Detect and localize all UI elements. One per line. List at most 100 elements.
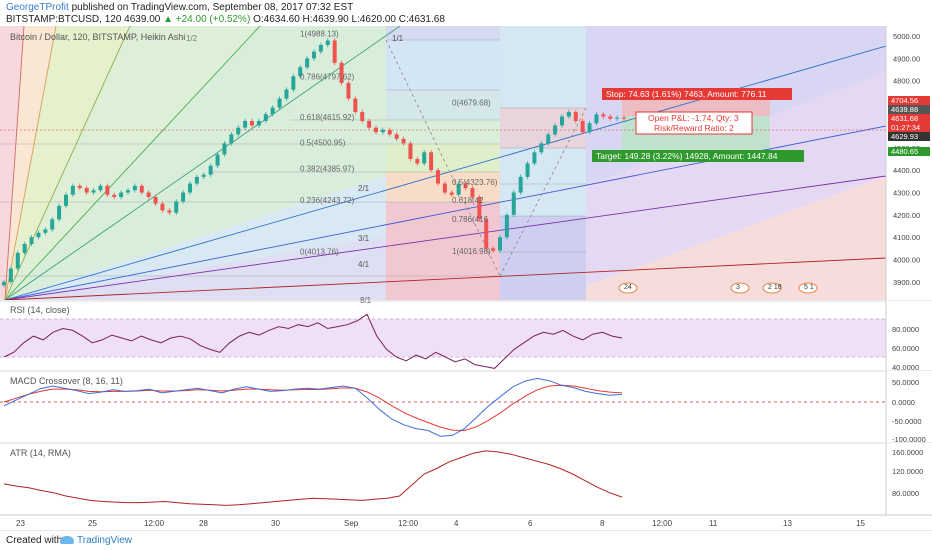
symbol-line: BITSTAMP:BTCUSD, 120 4639.00 ▲ +24.00 (+… bbox=[6, 14, 445, 25]
macd-panel[interactable]: MACD Crossover (8, 16, 11) 50.0000 0.000… bbox=[0, 370, 932, 444]
candle-body bbox=[139, 185, 144, 193]
created-with: Created with bbox=[6, 535, 63, 546]
candle-body bbox=[463, 183, 468, 189]
event-count: 3 bbox=[736, 284, 740, 291]
event-flag-icon[interactable] bbox=[798, 282, 818, 294]
fib-labels: 1(4988.13) 0.786(4797.62) 0.618(4615.92) 0.… bbox=[300, 30, 498, 257]
event-count: 24 bbox=[624, 284, 632, 291]
author-link[interactable]: GeorgeTProfit bbox=[6, 2, 69, 13]
candle-body bbox=[422, 152, 427, 164]
candle-body bbox=[380, 129, 385, 133]
main-panel-title: Bitcoin / Dollar, 120, BITSTAMP, Heikin … bbox=[10, 32, 185, 42]
candle-body bbox=[504, 214, 509, 238]
candle-body bbox=[84, 188, 89, 193]
candle-body bbox=[291, 76, 296, 90]
candle-body bbox=[160, 203, 165, 211]
time-axis[interactable]: 23 25 12:00 28 30 Sep 12:00 4 6 8 12:00 11 13 15 bbox=[0, 514, 932, 528]
macd-signal-line bbox=[3, 384, 623, 432]
candle-body bbox=[560, 116, 564, 126]
candle-body bbox=[50, 219, 55, 230]
stop-label[interactable]: Stop: 74.63 (1.61%) 7463, Amount: 776.11 bbox=[602, 88, 792, 100]
candle-body bbox=[194, 176, 199, 184]
ohlc-values: O:4634.60 H:4639.90 L:4620.00 C:4631.68 bbox=[253, 14, 445, 25]
stop-text: Stop: 74.63 (1.61%) 7463, Amount: 776.11 bbox=[606, 89, 767, 99]
candle-body bbox=[470, 188, 475, 197]
candles-group bbox=[2, 38, 626, 288]
event-flag-icon[interactable] bbox=[730, 282, 750, 294]
time-axis-label: 23 bbox=[16, 519, 25, 528]
candle-body bbox=[256, 120, 261, 126]
svg-text:80.0000: 80.0000 bbox=[892, 489, 919, 498]
price-tag: 4480.65 bbox=[891, 147, 918, 156]
tradingview-logo[interactable]: TradingView bbox=[60, 535, 132, 546]
price-tag: 4631.68 bbox=[891, 114, 918, 123]
fan-label-top: 1/2 bbox=[186, 34, 198, 43]
price-tag-bg bbox=[888, 123, 930, 132]
candle-body bbox=[436, 170, 440, 184]
candle-body bbox=[119, 192, 124, 197]
candle-body bbox=[222, 143, 227, 155]
candle-body bbox=[325, 40, 330, 45]
time-axis-label: 6 bbox=[528, 519, 533, 528]
candle-body bbox=[360, 112, 365, 121]
candle-body bbox=[539, 143, 544, 153]
cloud-icon bbox=[60, 536, 74, 545]
candle-body bbox=[43, 229, 48, 233]
fib-level-label: 0.618(4615.92) bbox=[300, 113, 355, 122]
candle-body bbox=[91, 190, 96, 193]
candle-body bbox=[174, 201, 179, 213]
main-price-panel[interactable]: Bitcoin / Dollar, 120, BITSTAMP, Heikin … bbox=[0, 26, 932, 305]
chart-area[interactable]: Bitcoin / Dollar, 120, BITSTAMP, Heikin … bbox=[0, 26, 932, 530]
atr-panel[interactable]: ATR (14, RMA) 160.0000 120.0000 80.0000 bbox=[0, 442, 932, 515]
candle-body bbox=[64, 194, 68, 206]
event-flag-icon[interactable] bbox=[762, 282, 782, 294]
pnl-label[interactable]: Open P&L: -1.74, Qty: 3 Risk/Reward Rati… bbox=[635, 111, 753, 135]
fib-level-label: 0.236(4243.72) bbox=[300, 196, 355, 205]
candle-body bbox=[277, 98, 282, 108]
price-axis-label: 4800.00 bbox=[893, 77, 920, 86]
price-axis-label: 4100.00 bbox=[893, 233, 920, 242]
candle-body bbox=[477, 196, 482, 220]
target-label[interactable]: Target: 149.28 (3.22%) 14928, Amount: 14… bbox=[592, 150, 804, 162]
fib-level-label: 0.382(4385.97) bbox=[300, 164, 355, 173]
candle-body bbox=[498, 237, 502, 251]
candle-body bbox=[201, 174, 206, 177]
candle-body bbox=[236, 127, 241, 135]
candle-body bbox=[15, 252, 20, 269]
rsi-panel[interactable]: RSI (14, close) 80.0000 60.0000 40.0000 bbox=[0, 300, 932, 372]
candle-body bbox=[284, 89, 289, 99]
time-axis-label: 12:00 bbox=[144, 519, 165, 528]
fib-level-label: 0.5(4500.95) bbox=[300, 139, 346, 148]
fib-level-label: 0.5(4323.76) bbox=[452, 178, 498, 187]
atr-title: ATR (14, RMA) bbox=[10, 448, 71, 458]
candle-body bbox=[608, 116, 613, 119]
candle-body bbox=[615, 117, 620, 119]
pnl-text: Open P&L: -1.74, Qty: 3 bbox=[648, 113, 739, 123]
candle-body bbox=[573, 112, 578, 121]
candle-body bbox=[429, 152, 434, 171]
fan-label: 4/1 bbox=[358, 260, 370, 269]
event-flag-icon[interactable] bbox=[618, 282, 638, 294]
candle-body bbox=[553, 125, 558, 135]
price-tag-bg bbox=[888, 105, 930, 114]
time-axis-label: 11 bbox=[709, 519, 718, 528]
fib-level-label: 1(4016.98) bbox=[452, 247, 491, 256]
time-axis-label: 15 bbox=[856, 519, 865, 528]
candle-body bbox=[546, 134, 551, 144]
candle-body bbox=[484, 219, 489, 249]
time-axis-label: 13 bbox=[783, 519, 792, 528]
candle-body bbox=[318, 44, 323, 52]
candle-body bbox=[146, 192, 151, 197]
candle-body bbox=[36, 232, 41, 238]
publisher-line: GeorgeTProfit published on TradingView.c… bbox=[6, 2, 353, 13]
chart-header: GeorgeTProfit published on TradingView.c… bbox=[0, 0, 932, 28]
price-axis-label: 5000.00 bbox=[893, 32, 920, 41]
time-axis-label: Sep bbox=[344, 519, 359, 528]
time-axis-label: 4 bbox=[454, 519, 459, 528]
fan-label: 1/1 bbox=[392, 34, 404, 43]
svg-text:60.0000: 60.0000 bbox=[892, 344, 919, 353]
rsi-axis-bg bbox=[886, 301, 932, 371]
time-axis-label: 8 bbox=[600, 519, 605, 528]
candle-body bbox=[518, 176, 523, 193]
time-axis-label: 28 bbox=[199, 519, 208, 528]
